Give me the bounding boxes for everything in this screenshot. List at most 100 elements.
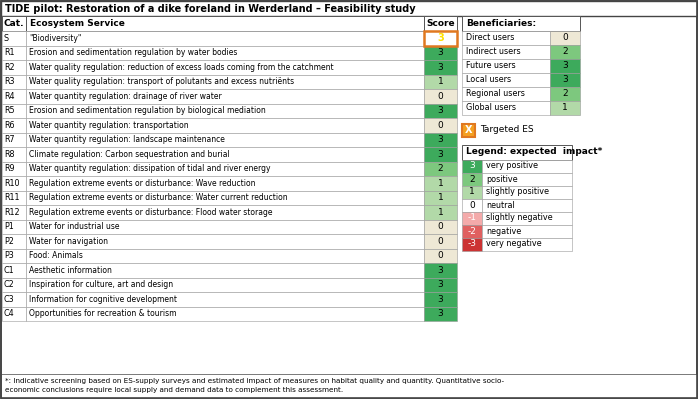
Text: 2: 2 — [562, 89, 567, 99]
Bar — [2, 16, 26, 31]
Text: R12: R12 — [4, 208, 20, 217]
Text: R5: R5 — [4, 106, 15, 115]
Text: 2: 2 — [562, 47, 567, 57]
Bar — [462, 124, 475, 136]
Text: Ecosystem Service: Ecosystem Service — [30, 19, 125, 28]
Text: C4: C4 — [4, 309, 15, 318]
Bar — [424, 45, 457, 60]
Bar — [462, 211, 482, 225]
Bar — [26, 205, 424, 219]
Text: Future users: Future users — [466, 61, 516, 71]
Text: 1: 1 — [438, 208, 443, 217]
Bar — [26, 219, 424, 234]
Text: -3: -3 — [468, 239, 477, 249]
Text: 3: 3 — [438, 135, 443, 144]
Bar — [2, 176, 26, 190]
Bar — [550, 31, 580, 45]
Text: C1: C1 — [4, 266, 15, 275]
Text: 1: 1 — [438, 77, 443, 86]
Bar — [2, 31, 26, 45]
Bar — [424, 176, 457, 190]
Text: 3: 3 — [438, 266, 443, 275]
Bar — [26, 45, 424, 60]
Text: Regulation extreme events or disturbance: Water current reduction: Regulation extreme events or disturbance… — [29, 193, 288, 202]
Bar — [462, 225, 482, 237]
Text: Legend: expected  impact*: Legend: expected impact* — [466, 148, 602, 156]
Bar — [424, 292, 457, 306]
Bar — [1, 1, 697, 16]
Text: Water quantity regulation: drainage of river water: Water quantity regulation: drainage of r… — [29, 92, 222, 101]
Bar — [2, 103, 26, 118]
Bar — [26, 277, 424, 292]
Text: Regulation extreme events or disturbance: Wave reduction: Regulation extreme events or disturbance… — [29, 179, 255, 188]
Text: Score: Score — [426, 19, 455, 28]
Text: 1: 1 — [438, 193, 443, 202]
Bar — [462, 73, 550, 87]
Bar — [26, 118, 424, 132]
Bar — [462, 101, 550, 115]
Bar — [2, 60, 26, 75]
Bar — [550, 101, 580, 115]
Text: economic conclusions require local supply and demand data to complement this ass: economic conclusions require local suppl… — [5, 387, 343, 393]
Bar — [2, 263, 26, 277]
Text: slightly positive: slightly positive — [486, 188, 549, 196]
Bar — [26, 234, 424, 249]
Text: Water quantity regulation: transportation: Water quantity regulation: transportatio… — [29, 121, 188, 130]
Bar — [424, 263, 457, 277]
Text: Direct users: Direct users — [466, 34, 514, 43]
Bar — [2, 162, 26, 176]
Text: 2: 2 — [438, 164, 443, 173]
Text: 3: 3 — [438, 48, 443, 57]
Text: Beneficiaries:: Beneficiaries: — [466, 19, 536, 28]
Bar — [482, 237, 572, 251]
Bar — [482, 160, 572, 172]
Text: R10: R10 — [4, 179, 20, 188]
Bar — [550, 59, 580, 73]
Text: C2: C2 — [4, 280, 15, 289]
Text: R9: R9 — [4, 164, 15, 173]
Text: S: S — [4, 34, 9, 43]
Bar — [2, 147, 26, 162]
Text: 3: 3 — [438, 150, 443, 159]
Bar — [462, 16, 580, 31]
Text: *: Indicative screening based on ES-supply surveys and estimated impact of measu: *: Indicative screening based on ES-supp… — [5, 378, 504, 384]
Bar — [424, 249, 457, 263]
Text: Cat.: Cat. — [4, 19, 24, 28]
Bar — [424, 277, 457, 292]
Text: Inspiration for culture, art and design: Inspiration for culture, art and design — [29, 280, 173, 289]
Bar — [26, 292, 424, 306]
Bar — [2, 205, 26, 219]
Text: R3: R3 — [4, 77, 15, 86]
Bar — [2, 132, 26, 147]
Bar — [482, 172, 572, 186]
Text: negative: negative — [486, 227, 521, 235]
Bar — [2, 234, 26, 249]
Bar — [462, 87, 550, 101]
Bar — [26, 162, 424, 176]
Bar — [424, 103, 457, 118]
Bar — [2, 277, 26, 292]
Text: Global users: Global users — [466, 103, 516, 113]
Text: P3: P3 — [4, 251, 14, 260]
Bar — [2, 249, 26, 263]
Text: Water quantity regulation: landscape maintenance: Water quantity regulation: landscape mai… — [29, 135, 225, 144]
Text: "Biodiversity": "Biodiversity" — [29, 34, 82, 43]
Bar — [26, 31, 424, 45]
Bar — [26, 132, 424, 147]
Text: 0: 0 — [438, 237, 443, 246]
Text: Targeted ES: Targeted ES — [480, 126, 534, 134]
Text: Regional users: Regional users — [466, 89, 525, 99]
Bar — [424, 147, 457, 162]
Text: 3: 3 — [438, 309, 443, 318]
Text: Indirect users: Indirect users — [466, 47, 521, 57]
Text: 1: 1 — [469, 188, 475, 196]
Text: 0: 0 — [438, 222, 443, 231]
Text: TIDE pilot: Restoration of a dike foreland in Werderland – Feasibility study: TIDE pilot: Restoration of a dike forela… — [5, 4, 415, 14]
Bar — [2, 219, 26, 234]
Text: 1: 1 — [438, 179, 443, 188]
Text: 1: 1 — [562, 103, 568, 113]
Text: Climate regulation: Carbon sequestration and burial: Climate regulation: Carbon sequestration… — [29, 150, 230, 159]
Bar — [26, 306, 424, 321]
Text: -2: -2 — [468, 227, 477, 235]
Bar — [1, 374, 697, 398]
